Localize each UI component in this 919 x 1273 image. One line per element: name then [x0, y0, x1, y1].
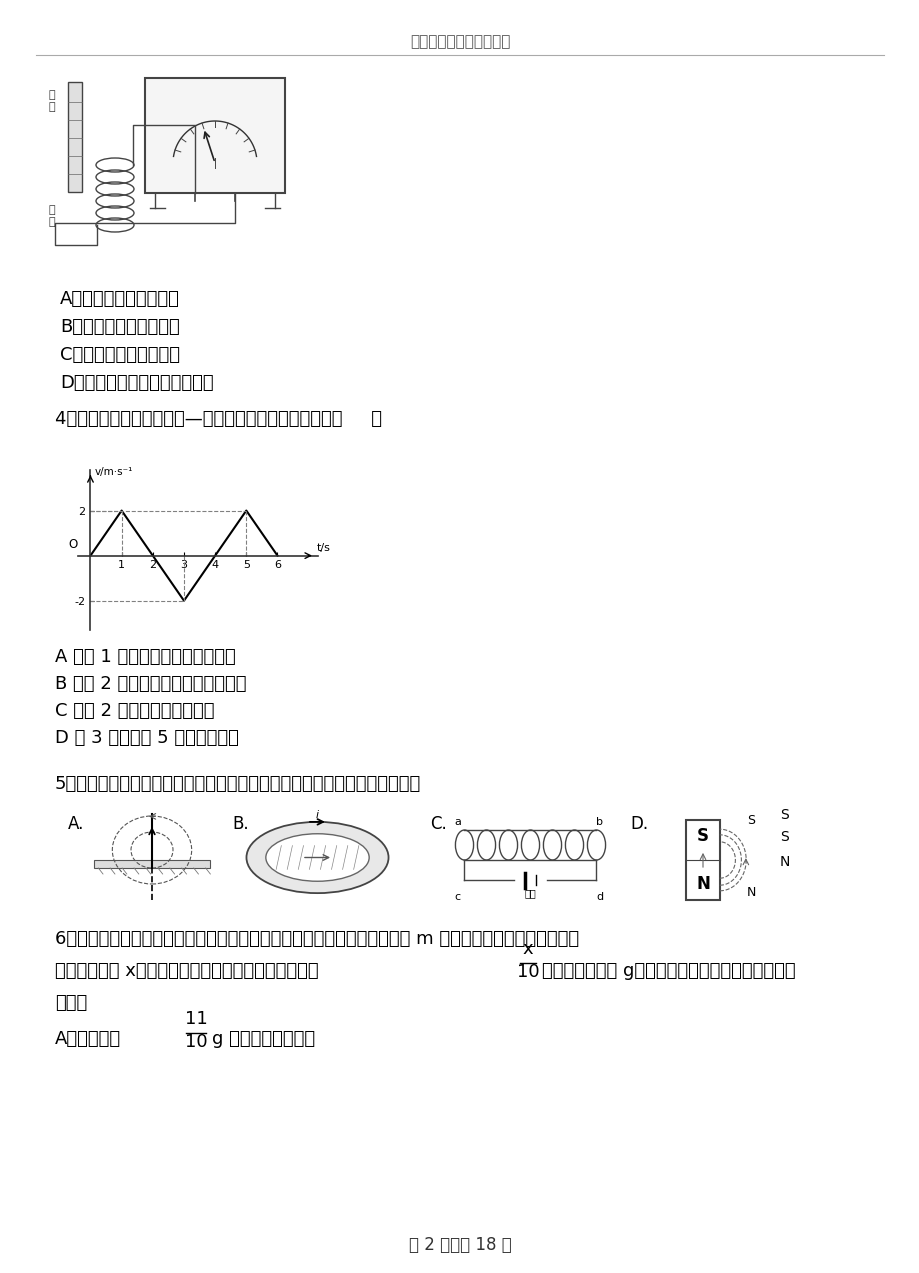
Ellipse shape	[266, 834, 369, 881]
Text: D.: D.	[630, 815, 647, 833]
Text: t/s: t/s	[316, 544, 330, 554]
Text: c: c	[454, 892, 460, 903]
Text: N: N	[779, 855, 789, 869]
Text: D 第 3 秒末和第 5 秒的位置相同: D 第 3 秒末和第 5 秒的位置相同	[55, 729, 239, 747]
Text: 高考模式考试试卷解析版: 高考模式考试试卷解析版	[409, 34, 510, 50]
Text: B 在第 2 秒末加速度方向发生了改变: B 在第 2 秒末加速度方向发生了改变	[55, 675, 246, 693]
Text: i: i	[315, 811, 319, 820]
Text: d: d	[596, 892, 603, 903]
Text: N: N	[745, 886, 754, 899]
Text: g 的加速度加速上升: g 的加速度加速上升	[211, 1030, 315, 1048]
Bar	[94, 861, 210, 868]
Text: 弹簧被压缩了 x，某时刻后观察到弹簧又被继续压缩了: 弹簧被压缩了 x，某时刻后观察到弹簧又被继续压缩了	[55, 962, 318, 980]
Text: A 在第 1 秒末速度方向发生了改变: A 在第 1 秒末速度方向发生了改变	[55, 648, 235, 666]
Bar	[686, 820, 719, 900]
Text: C.: C.	[429, 815, 447, 833]
Ellipse shape	[246, 822, 388, 894]
Text: A.: A.	[68, 815, 85, 833]
Text: O: O	[69, 538, 78, 551]
Bar	[68, 81, 82, 192]
Text: D．磁铁插入或抽出线圈的过程: D．磁铁插入或抽出线圈的过程	[60, 374, 213, 392]
Text: C．磁铁静止在线圈里面: C．磁铁静止在线圈里面	[60, 346, 180, 364]
Text: S: S	[779, 808, 788, 822]
Text: N: N	[696, 875, 709, 892]
Text: C 在前 2 秒内发生的位移为零: C 在前 2 秒内发生的位移为零	[55, 701, 214, 721]
Text: B．磁铁静止在线圈右侧: B．磁铁静止在线圈右侧	[60, 318, 179, 336]
Text: 磁
铁: 磁 铁	[49, 90, 55, 112]
Text: 10: 10	[516, 962, 539, 981]
Text: S: S	[779, 830, 788, 844]
Text: A．磁铁静止在线圈上方: A．磁铁静止在线圈上方	[60, 290, 180, 308]
Text: 11: 11	[185, 1009, 207, 1029]
Text: 可能是: 可能是	[55, 994, 87, 1012]
Text: 第 2 页，共 18 页: 第 2 页，共 18 页	[408, 1236, 511, 1254]
Text: v/m·s⁻¹: v/m·s⁻¹	[95, 467, 133, 477]
Text: 4．质点作直线运动的速度—时间图像如图所示，该质点（     ）: 4．质点作直线运动的速度—时间图像如图所示，该质点（ ）	[55, 410, 381, 428]
Text: x: x	[522, 939, 533, 959]
Text: S: S	[697, 827, 709, 845]
Text: （重力加速度为 g）。则电梯在此时刻后的运动情况: （重力加速度为 g）。则电梯在此时刻后的运动情况	[541, 962, 795, 980]
Text: 10: 10	[185, 1032, 207, 1051]
Text: a: a	[454, 817, 461, 827]
Text: S: S	[746, 813, 754, 827]
Text: B.: B.	[232, 815, 248, 833]
Text: 5．关于电流激发的磁场，下列四个图中，磁场方向跟电流方向标注正确的是: 5．关于电流激发的磁场，下列四个图中，磁场方向跟电流方向标注正确的是	[55, 775, 421, 793]
Text: b: b	[596, 817, 603, 827]
Text: A．以大小为: A．以大小为	[55, 1030, 121, 1048]
Text: 线
圈: 线 圈	[49, 205, 55, 227]
Text: 6．在电梯内的地板上，竖直放置一根轻质弹簧，弹簧上端固定一个质量为 m 的物体。当电梯匀速运动时，: 6．在电梯内的地板上，竖直放置一根轻质弹簧，弹簧上端固定一个质量为 m 的物体。…	[55, 931, 578, 948]
Bar	[145, 78, 285, 193]
Text: 电源: 电源	[524, 889, 536, 899]
